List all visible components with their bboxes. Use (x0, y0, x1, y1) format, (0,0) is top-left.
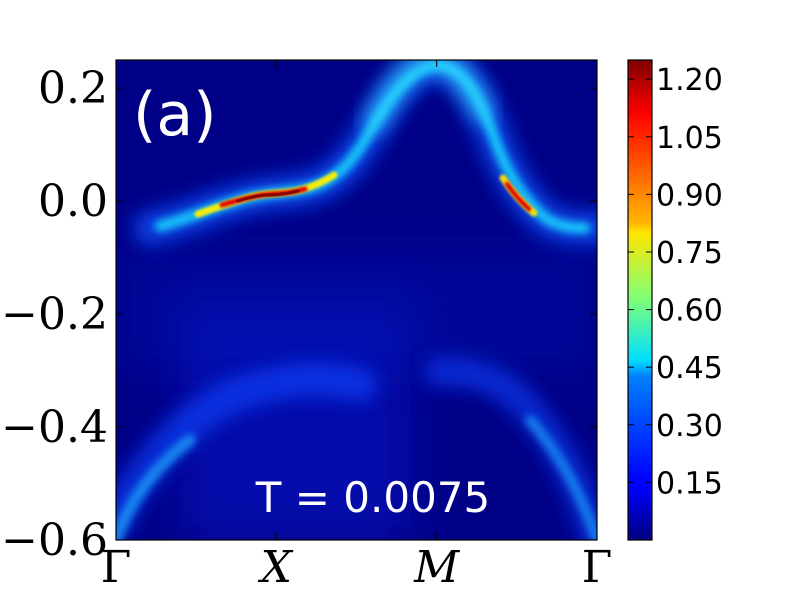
temperature-annotation: T = 0.0075 (255, 473, 491, 522)
colorbar-tick-label: 0.60 (656, 294, 723, 329)
top-band-cap (362, 60, 495, 133)
y-tick-label: −0.4 (1, 402, 108, 453)
colorbar-tick-label: 0.45 (656, 351, 723, 386)
y-tick-label: −0.6 (1, 515, 108, 566)
lower-band-right-core (525, 415, 597, 540)
diffuse-glow-low (116, 250, 597, 370)
colorbar-tick-label: 0.75 (656, 236, 723, 271)
x-tick-label: Γ (582, 542, 613, 593)
x-tick-label: X (258, 542, 294, 593)
y-axis: 0.2 0.0 −0.2 −0.4 −0.6 (1, 63, 597, 566)
colorbar-tick-label: 1.20 (656, 63, 723, 98)
colorbar-tick-label: 0.15 (656, 466, 723, 501)
panel-label: (a) (133, 80, 217, 150)
bright-segment-right-red (504, 181, 532, 212)
plot-frame (115, 59, 598, 541)
colorbar-gradient (627, 59, 653, 541)
y-tick-label: −0.2 (1, 289, 108, 340)
colorbar-tick-label: 1.05 (656, 121, 723, 156)
colorbar-tick-label: 0.90 (656, 178, 723, 213)
lower-band-left-core (116, 434, 196, 540)
x-tick-label: Γ (101, 542, 132, 593)
y-tick-label: 0.2 (38, 63, 108, 114)
lower-band-left (116, 362, 377, 537)
x-tick-label: M (413, 542, 460, 593)
heatmap (116, 60, 597, 540)
colorbar: 1.20 1.05 0.90 0.75 0.60 0.45 0.30 0.15 (627, 59, 723, 541)
y-tick-label: 0.0 (38, 176, 108, 227)
colorbar-ticks: 1.20 1.05 0.90 0.75 0.60 0.45 0.30 0.15 (628, 63, 723, 501)
colorbar-tick-label: 0.30 (656, 409, 723, 444)
bright-segment-x-dark (236, 189, 300, 203)
